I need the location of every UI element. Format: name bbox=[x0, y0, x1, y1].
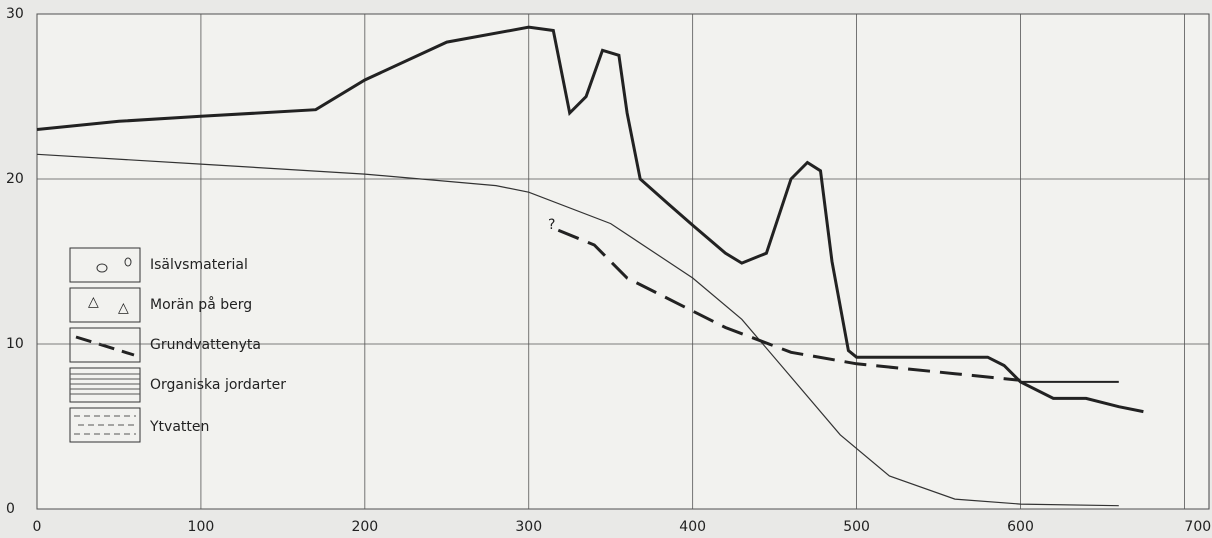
x-tick-label: 0 bbox=[33, 519, 42, 535]
ground-surface bbox=[36, 25, 1144, 414]
y-tick-label: 30 bbox=[6, 6, 24, 22]
swatch-organic bbox=[69, 367, 141, 403]
legend-label: Ytvatten bbox=[149, 419, 209, 435]
swatch-moraine bbox=[69, 287, 141, 323]
bedrock-surface bbox=[36, 153, 1119, 507]
groundwater bbox=[557, 228, 1021, 382]
legend-label: Morän på berg bbox=[150, 296, 252, 313]
legend: △ △ bbox=[69, 247, 141, 443]
swatch-triangle: △ bbox=[88, 294, 99, 310]
legend-label: Grundvattenyta bbox=[150, 337, 261, 353]
swatch-pebble bbox=[96, 263, 108, 273]
x-tick-label: 400 bbox=[679, 519, 706, 535]
x-tick-label: 500 bbox=[843, 519, 870, 535]
swatch-surface-water bbox=[69, 407, 141, 443]
annotation: ? bbox=[548, 217, 555, 233]
swatch-triangle: △ bbox=[118, 300, 129, 316]
y-tick-label: 20 bbox=[6, 171, 24, 187]
plot-frame bbox=[36, 13, 1210, 510]
legend-label: Organiska jordarter bbox=[150, 377, 286, 393]
swatch-groundwater bbox=[69, 327, 141, 363]
swatch-water-lines bbox=[74, 415, 136, 435]
swatch-dash bbox=[75, 335, 135, 357]
swatch-pebble bbox=[124, 257, 132, 267]
legend-label: Isälvsmaterial bbox=[150, 257, 248, 273]
swatch-organic-lines bbox=[70, 373, 140, 395]
x-tick-label: 100 bbox=[188, 519, 215, 535]
y-tick-label: 10 bbox=[6, 336, 24, 352]
x-tick-label: 200 bbox=[351, 519, 378, 535]
y-tick-label: 0 bbox=[6, 501, 15, 517]
x-tick-label: 700 m bbox=[1184, 519, 1212, 535]
swatch-glacifluvial bbox=[69, 247, 141, 283]
x-tick-label: 300 bbox=[515, 519, 542, 535]
x-tick-label: 600 bbox=[1007, 519, 1034, 535]
